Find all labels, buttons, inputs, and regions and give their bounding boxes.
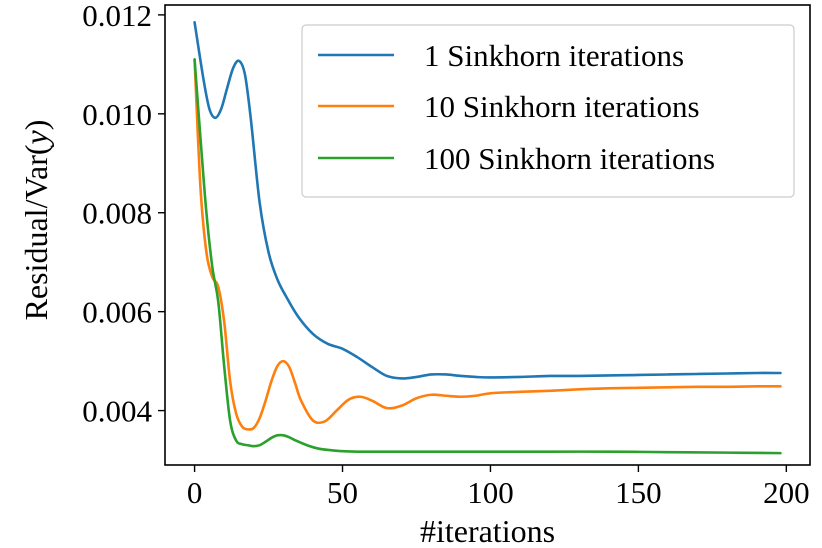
- plot-area-frame: [164, 4, 811, 466]
- series-line-100-sinkhorn: [193, 58, 782, 455]
- y-axis-label: Residual/Var(y): [18, 120, 54, 321]
- legend-label-1: 1 Sinkhorn iterations: [424, 38, 684, 73]
- series-line-1-sinkhorn: [193, 21, 782, 380]
- y-tick-label: 0.012: [82, 0, 152, 33]
- legend-label-100: 100 Sinkhorn iterations: [424, 141, 715, 176]
- y-tick-label: 0.006: [82, 295, 152, 330]
- x-tick-label: 50: [327, 475, 358, 510]
- x-tick-label: 200: [763, 475, 810, 510]
- x-tick-label: 100: [467, 475, 514, 510]
- ticks-layer: 0 50 100 150 200 0.004 0.006 0.008 0.010 0.012: [82, 0, 809, 510]
- legend: 1 Sinkhorn iterations 10 Sinkhorn iterat…: [301, 24, 795, 198]
- series-line-10-sinkhorn: [193, 58, 782, 431]
- y-tick-label: 0.010: [82, 97, 152, 132]
- x-tick-label: 150: [615, 475, 662, 510]
- x-axis-label: #iterations: [420, 513, 555, 548]
- x-tick-label: 0: [187, 475, 203, 510]
- y-axis-label-variable: y: [18, 129, 54, 147]
- legend-box: [301, 24, 795, 198]
- series-layer: [193, 21, 782, 455]
- y-axis-label-suffix: ): [18, 120, 54, 131]
- y-tick-label: 0.008: [82, 196, 152, 231]
- y-tick-label: 0.004: [82, 394, 152, 429]
- legend-label-10: 10 Sinkhorn iterations: [424, 89, 700, 124]
- y-axis-label-prefix: Residual/Var(: [18, 144, 54, 320]
